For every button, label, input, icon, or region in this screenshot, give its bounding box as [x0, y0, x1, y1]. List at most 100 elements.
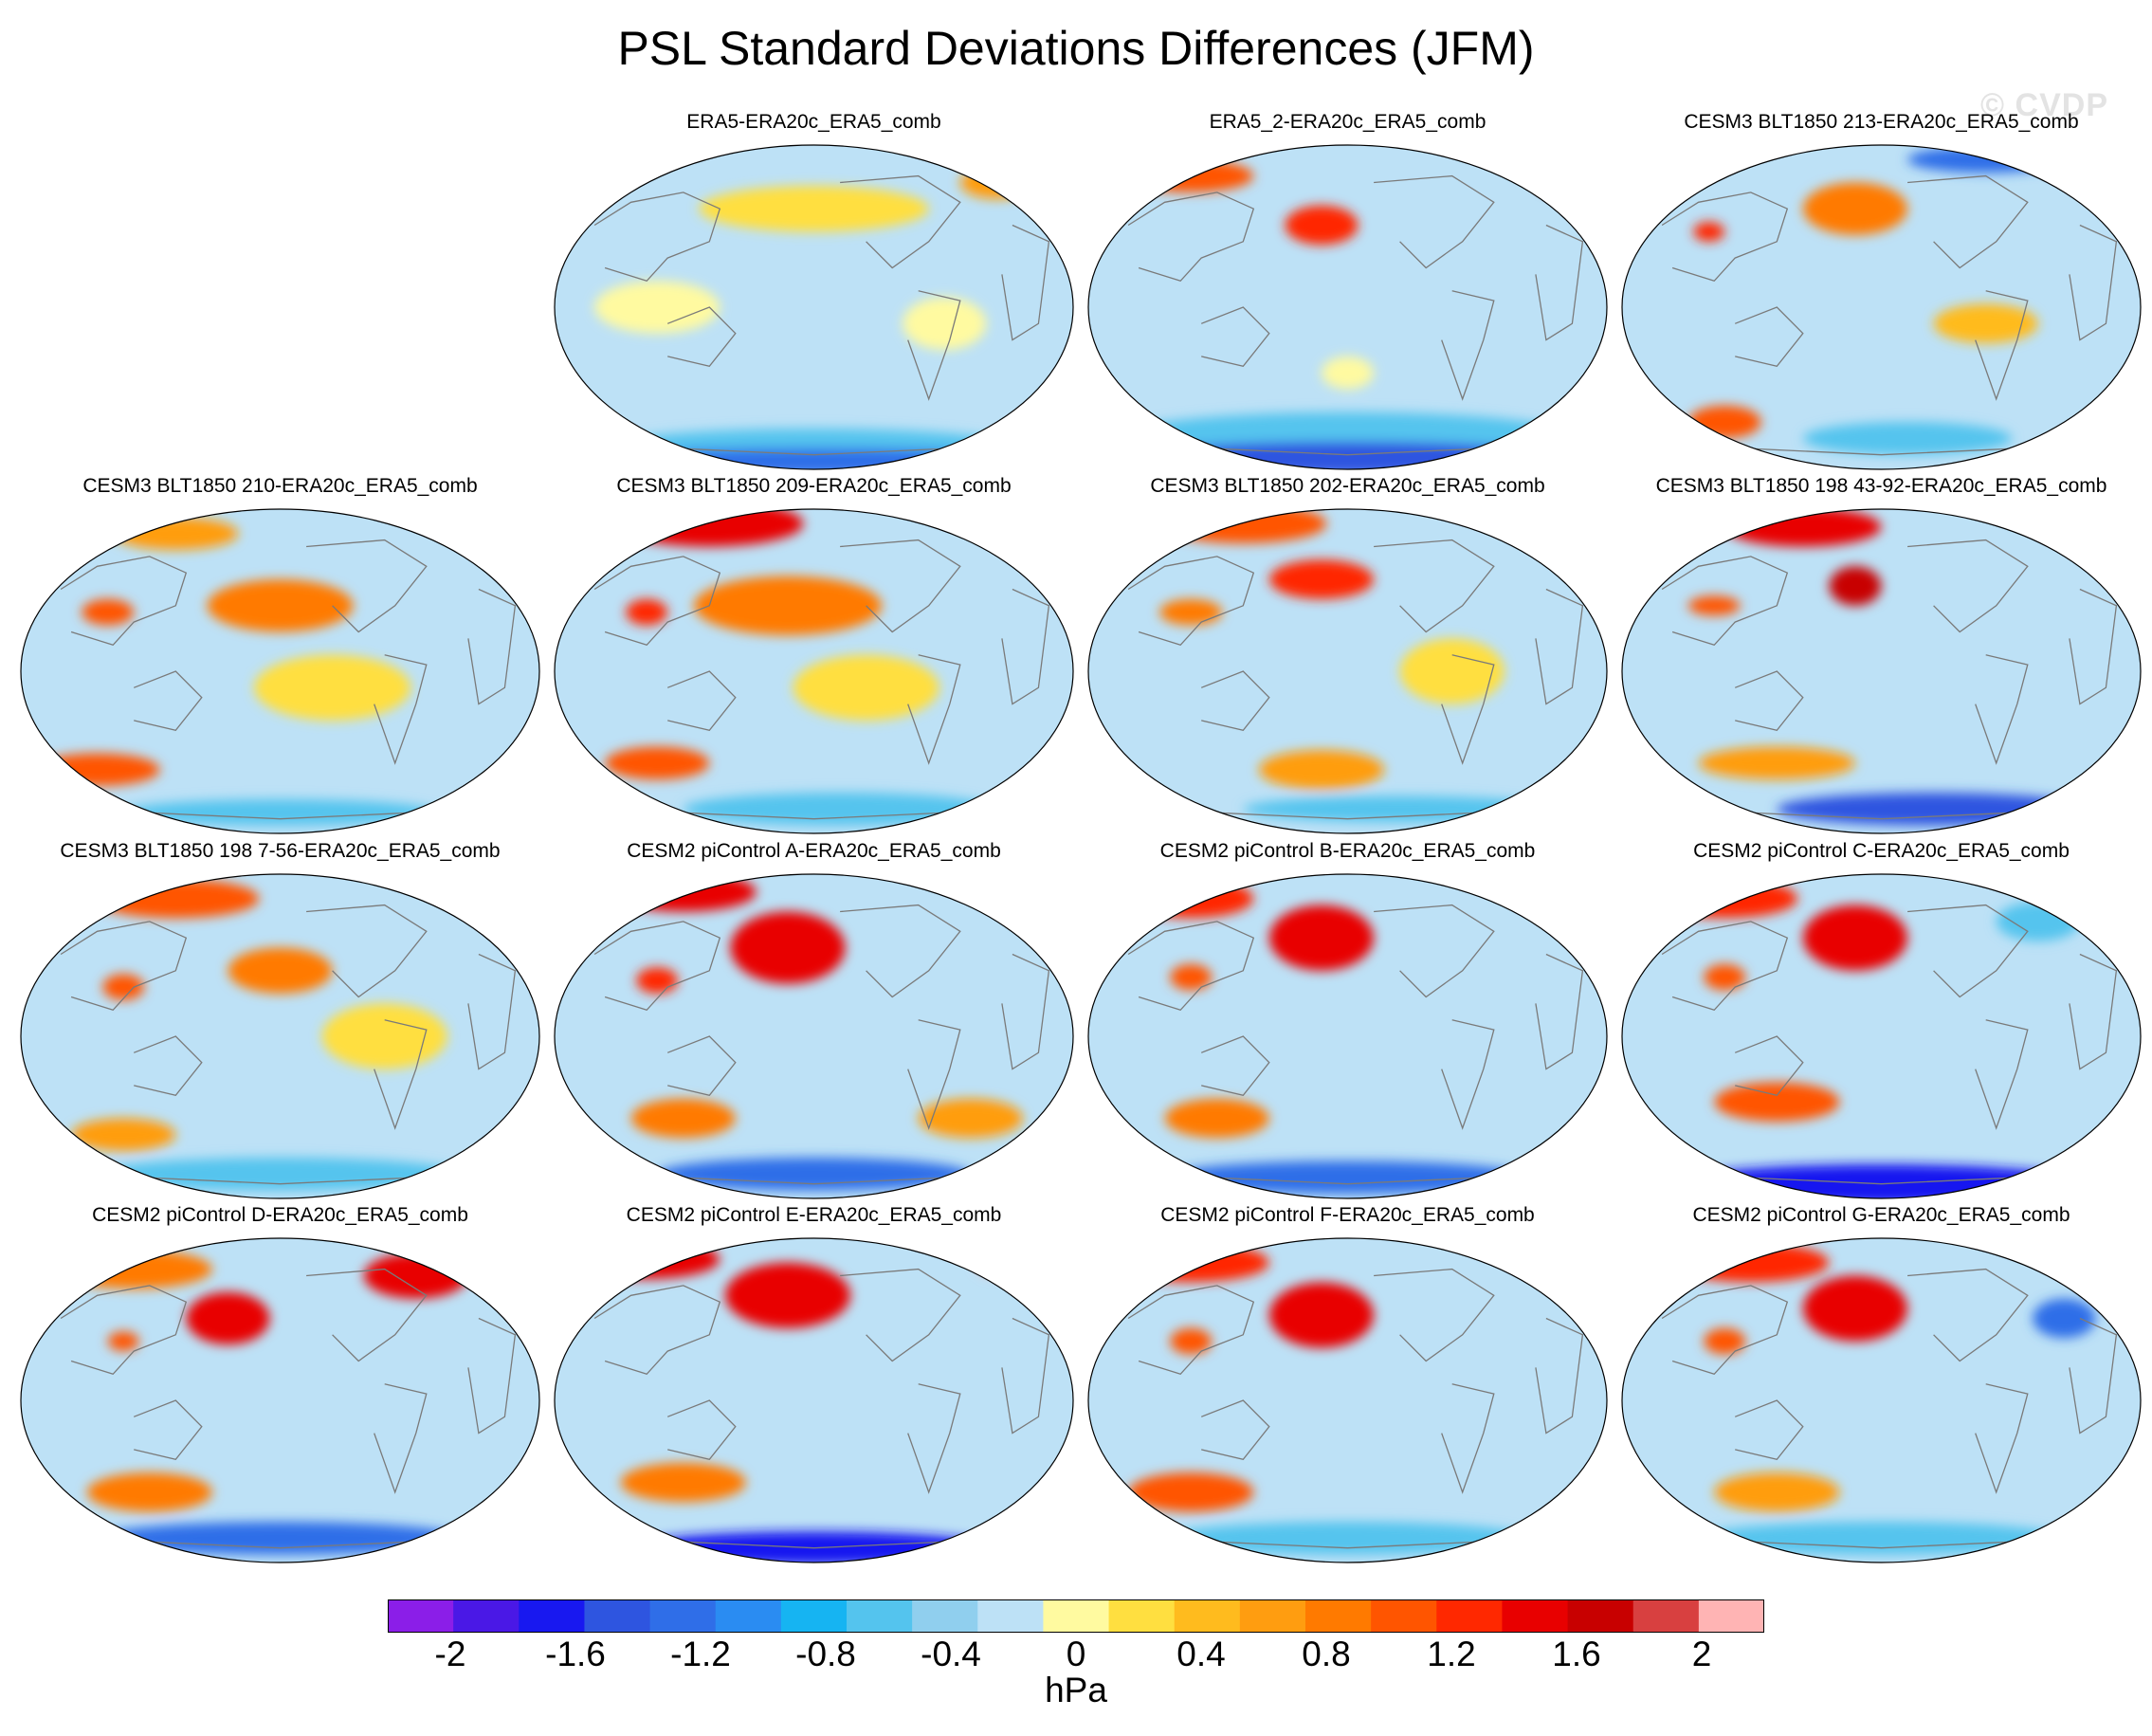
contour-anomaly-region	[693, 576, 883, 635]
contour-anomaly-region	[1693, 222, 1725, 242]
contour-anomaly-region	[123, 798, 437, 826]
contour-anomaly-region	[1724, 509, 1882, 547]
colorbar-units: hPa	[1045, 1671, 1107, 1709]
contour-anomaly-region	[228, 947, 333, 995]
psl-difference-map	[1621, 144, 2142, 470]
coastline	[1200, 1035, 1270, 1097]
coastline	[374, 654, 428, 765]
contour-anomaly-region	[630, 1098, 736, 1139]
contour-anomaly-region	[1128, 159, 1254, 192]
psl-difference-map	[554, 508, 1074, 834]
panel-title: CESM2 piControl F-ERA20c_ERA5_comb	[1160, 1204, 1535, 1226]
contour-anomaly-region	[97, 1522, 464, 1555]
psl-difference-map	[1621, 873, 2142, 1199]
colorbar-tick-label: 1.6	[1552, 1635, 1601, 1673]
colorbar-swatch	[780, 1599, 848, 1633]
coastline	[60, 1285, 188, 1376]
coastline	[133, 1399, 203, 1461]
coastline	[840, 904, 961, 998]
contour-anomaly-region	[186, 1291, 270, 1345]
contour-anomaly-region	[626, 598, 668, 626]
contour-anomaly-region	[578, 448, 1049, 469]
coastline	[1441, 1019, 1495, 1130]
map-border	[1087, 1237, 1608, 1563]
coastline	[1734, 306, 1804, 368]
coastline	[133, 670, 203, 732]
panel-title: CESM2 piControl B-ERA20c_ERA5_comb	[1159, 840, 1536, 862]
contour-anomaly-region	[1672, 1242, 1830, 1283]
contour-anomaly-region	[1268, 1282, 1375, 1348]
coastline	[593, 921, 721, 1012]
map-panel: ERA5_2-ERA20c_ERA5_comb	[1086, 111, 1609, 471]
colorbar-swatch	[1043, 1599, 1110, 1633]
contour-anomaly-region	[605, 746, 710, 780]
contour-anomaly-region	[594, 281, 720, 334]
contour-anomaly-region	[1907, 146, 2065, 174]
coastline	[2069, 1317, 2118, 1434]
contour-anomaly-region	[1802, 905, 1908, 971]
map-panel: CESM3 BLT1850 198 7-56-ERA20c_ERA5_comb	[19, 840, 541, 1200]
map-panel: CESM2 piControl A-ERA20c_ERA5_comb	[553, 840, 1075, 1200]
colorbar-swatch	[1239, 1599, 1306, 1633]
colorbar-tick-label: 0.8	[1302, 1635, 1351, 1673]
contour-anomaly-region	[730, 911, 846, 984]
colorbar-tick-label: 2	[1691, 1635, 1712, 1673]
contour-anomaly-region	[92, 878, 260, 919]
map-border	[1621, 1237, 2142, 1563]
colorbar-tick-label: 1.2	[1427, 1635, 1476, 1673]
coastline	[1374, 904, 1495, 998]
contour-anomaly-region	[959, 166, 1033, 199]
contour-anomaly-region	[1704, 1327, 1746, 1355]
coastline	[306, 539, 428, 633]
coastline	[840, 539, 961, 633]
colorbar-swatch	[1632, 1599, 1700, 1633]
colorbar-swatch	[977, 1599, 1044, 1633]
colorbar-tick-label: -1.2	[670, 1635, 731, 1673]
coastline	[306, 904, 428, 998]
contour-anomaly-region	[321, 1003, 447, 1069]
contour-anomaly-region	[1698, 746, 1855, 780]
coastline	[1001, 953, 1050, 1070]
coastline	[1127, 192, 1255, 283]
map-panel: CESM3 BLT1850 213-ERA20c_ERA5_comb	[1620, 111, 2143, 471]
coastline	[2069, 224, 2118, 341]
coastline	[1374, 174, 1495, 269]
colorbar-frame	[388, 1599, 1764, 1633]
coastline	[1975, 1019, 2029, 1130]
map-border	[20, 508, 540, 834]
psl-difference-map	[20, 1237, 540, 1563]
coastline	[60, 556, 188, 647]
colorbar-swatch	[1698, 1599, 1764, 1633]
map-panel: CESM3 BLT1850 209-ERA20c_ERA5_comb	[553, 475, 1075, 835]
coastline	[1535, 588, 1584, 705]
map-panel: CESM2 piControl G-ERA20c_ERA5_comb	[1620, 1204, 2143, 1564]
coastline	[1535, 224, 1584, 341]
coastline	[1374, 1268, 1495, 1362]
coastline	[1907, 174, 2029, 269]
coastline	[1907, 539, 2029, 633]
map-background-field	[1622, 509, 2141, 833]
map-border	[1087, 144, 1608, 470]
contour-anomaly-region	[55, 1249, 212, 1289]
coastline	[306, 1268, 428, 1362]
panel-title: CESM2 piControl G-ERA20c_ERA5_comb	[1692, 1204, 2070, 1226]
contour-anomaly-region	[793, 654, 939, 721]
coastline	[840, 1268, 961, 1362]
contour-anomaly-region	[1164, 1098, 1269, 1139]
panel-title: CESM3 BLT1850 202-ERA20c_ERA5_comb	[1150, 475, 1545, 497]
coastline	[1535, 953, 1584, 1070]
contour-anomaly-region	[1829, 566, 1882, 606]
colorbar-swatch	[715, 1599, 782, 1633]
panel-title: CESM2 piControl A-ERA20c_ERA5_comb	[627, 840, 1001, 862]
psl-difference-map	[554, 1237, 1074, 1563]
colorbar-swatch	[519, 1599, 585, 1633]
colorbar-swatch	[1305, 1599, 1372, 1633]
contour-anomaly-region	[102, 974, 145, 1000]
coastline	[1907, 904, 2029, 998]
colorbar-tick-label: -0.4	[921, 1635, 981, 1673]
contour-anomaly-region	[620, 1462, 746, 1503]
colorbar-swatch	[847, 1599, 913, 1633]
coastline	[1661, 192, 1789, 283]
map-panel: CESM2 piControl D-ERA20c_ERA5_comb	[19, 1204, 541, 1564]
contour-anomaly-region	[1268, 559, 1375, 599]
